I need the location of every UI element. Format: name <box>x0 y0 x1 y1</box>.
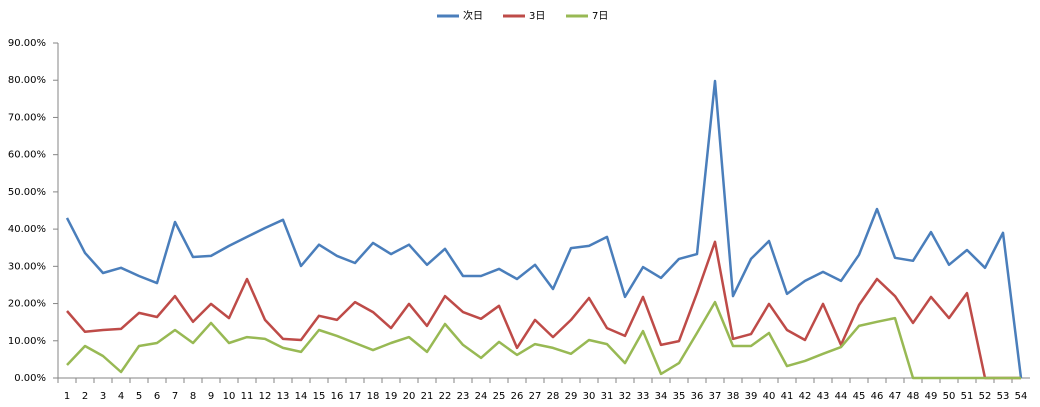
x-tick-label: 12 <box>259 391 272 402</box>
x-tick-label: 32 <box>619 391 632 402</box>
x-tick-label: 3 <box>100 391 106 402</box>
x-tick-label: 31 <box>601 391 614 402</box>
x-tick-label: 34 <box>655 391 668 402</box>
y-tick-label: 10.00% <box>8 336 46 347</box>
x-tick-label: 22 <box>439 391 452 402</box>
series-line <box>65 79 1023 379</box>
x-tick-label: 33 <box>637 391 650 402</box>
x-tick-label: 30 <box>583 391 596 402</box>
x-tick-label: 15 <box>313 391 326 402</box>
x-tick-label: 25 <box>493 391 506 402</box>
x-tick-label: 17 <box>349 391 362 402</box>
x-tick-label: 50 <box>943 391 956 402</box>
y-tick-label: 60.00% <box>8 150 46 161</box>
x-tick-label: 35 <box>673 391 686 402</box>
y-tick-label: 90.00% <box>8 38 46 49</box>
x-tick-label: 4 <box>118 391 124 402</box>
x-tick-label: 24 <box>475 391 488 402</box>
x-tick-label: 20 <box>403 391 416 402</box>
x-tick-label: 19 <box>385 391 398 402</box>
x-tick-label: 18 <box>367 391 380 402</box>
x-tick-label: 6 <box>154 391 160 402</box>
x-tick-label: 44 <box>835 391 848 402</box>
x-tick-label: 14 <box>295 391 308 402</box>
x-tick-label: 23 <box>457 391 470 402</box>
y-tick-label: 50.00% <box>8 187 46 198</box>
x-tick-label: 11 <box>241 391 254 402</box>
x-tick-label: 39 <box>745 391 758 402</box>
x-tick-label: 2 <box>82 391 88 402</box>
x-tick-label: 5 <box>136 391 142 402</box>
x-tick-label: 16 <box>331 391 344 402</box>
x-tick-label: 37 <box>709 391 722 402</box>
series-line <box>66 240 1021 380</box>
x-tick-label: 52 <box>979 391 992 402</box>
x-tick-label: 40 <box>763 391 776 402</box>
x-tick-label: 51 <box>961 391 974 402</box>
x-tick-label: 26 <box>511 391 524 402</box>
x-tick-label: 46 <box>871 391 884 402</box>
x-tick-label: 7 <box>172 391 178 402</box>
x-tick-label: 9 <box>208 391 214 402</box>
series-line <box>66 300 1021 380</box>
x-tick-label: 29 <box>565 391 578 402</box>
x-tick-label: 38 <box>727 391 740 402</box>
x-tick-label: 47 <box>889 391 902 402</box>
legend-label: 次日 <box>463 9 483 22</box>
x-tick-label: 8 <box>190 391 196 402</box>
y-tick-label: 40.00% <box>8 224 46 235</box>
x-tick-label: 54 <box>1015 391 1028 402</box>
x-tick-label: 41 <box>781 391 794 402</box>
y-tick-label: 80.00% <box>8 75 46 86</box>
x-tick-label: 43 <box>817 391 830 402</box>
y-tick-label: 30.00% <box>8 261 46 272</box>
x-tick-label: 48 <box>907 391 920 402</box>
x-tick-label: 28 <box>547 391 560 402</box>
x-tick-label: 21 <box>421 391 434 402</box>
y-tick-label: 20.00% <box>8 299 46 310</box>
x-tick-label: 1 <box>64 391 70 402</box>
y-tick-label: 70.00% <box>8 112 46 123</box>
x-tick-label: 36 <box>691 391 704 402</box>
x-tick-label: 10 <box>223 391 236 402</box>
x-tick-label: 53 <box>997 391 1010 402</box>
y-tick-label: 0.00% <box>14 373 46 384</box>
x-tick-label: 49 <box>925 391 938 402</box>
x-tick-label: 42 <box>799 391 812 402</box>
x-tick-label: 27 <box>529 391 542 402</box>
legend-label: 3日 <box>529 11 545 22</box>
x-tick-label: 45 <box>853 391 866 402</box>
legend-label: 7日 <box>592 11 608 22</box>
x-tick-label: 13 <box>277 391 290 402</box>
